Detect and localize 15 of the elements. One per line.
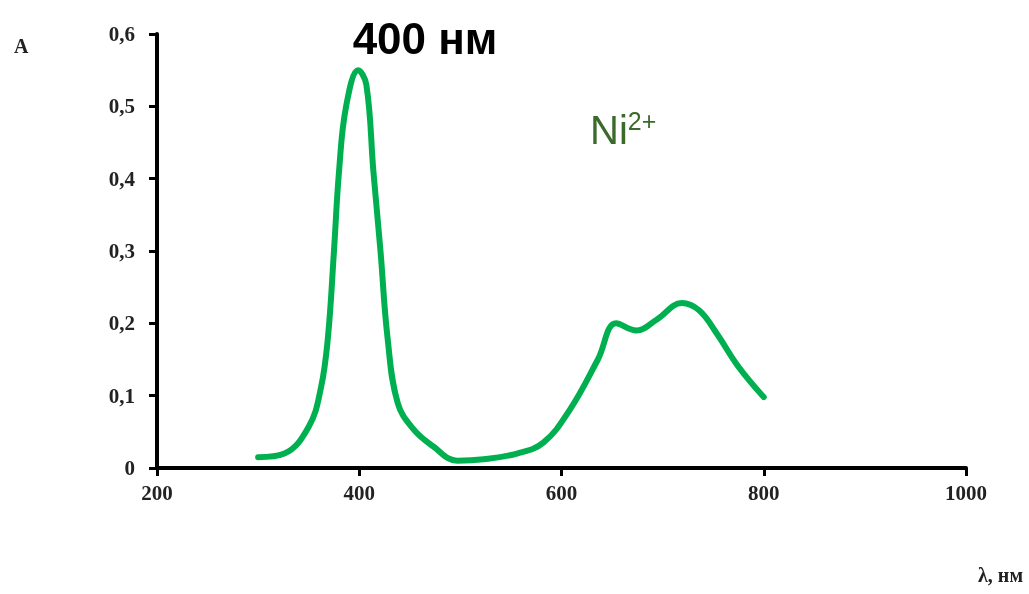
y-tick-label: 0 bbox=[124, 456, 135, 480]
y-axis-title: A bbox=[14, 35, 29, 57]
x-tick-label: 600 bbox=[545, 480, 578, 505]
y-tick-label: 0,6 bbox=[108, 22, 135, 46]
x-axis-title: λ, нм bbox=[978, 564, 1024, 586]
x-tick-label: 800 bbox=[748, 480, 780, 505]
y-tick-label: 0,2 bbox=[108, 311, 135, 336]
x-tick-label: 1000 bbox=[945, 480, 987, 505]
y-tick-label: 0,5 bbox=[108, 94, 135, 119]
y-tick-label: 0,4 bbox=[108, 166, 136, 191]
annotation: 400 нм bbox=[352, 13, 498, 63]
y-tick-label: 0,3 bbox=[108, 239, 135, 263]
x-tick-label: 400 bbox=[343, 480, 375, 505]
y-tick-label: 0,1 bbox=[108, 383, 135, 408]
x-tick-label: 200 bbox=[141, 480, 173, 505]
